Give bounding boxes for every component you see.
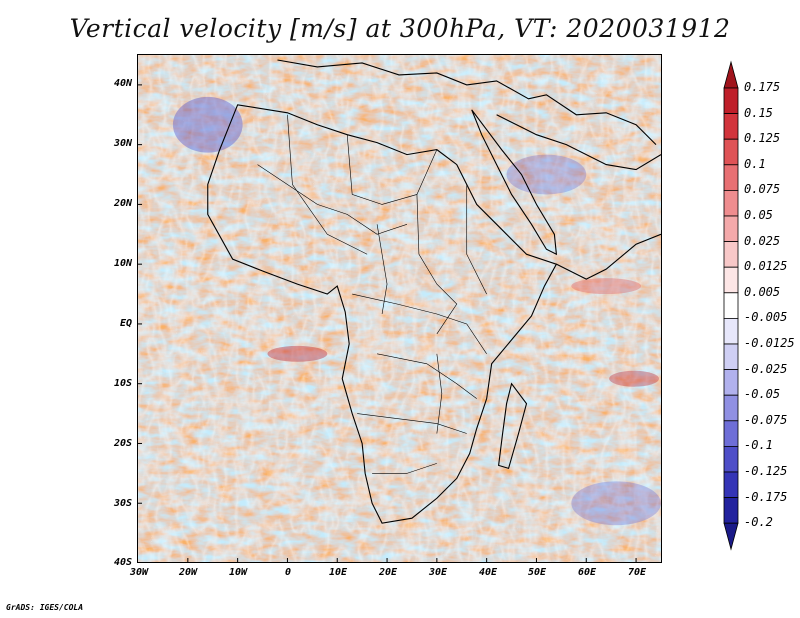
colorbar-cell (723, 215, 739, 243)
colorbar-label: 0.0125 (744, 259, 788, 274)
country-borders (257, 114, 487, 474)
colorbar-label: 0.025 (744, 233, 781, 248)
lon-label: 0 (284, 567, 292, 578)
colorbar-cell (723, 317, 739, 345)
colorbar-cell (723, 445, 739, 473)
colorbar-label: 0.075 (744, 182, 781, 197)
lat-label: 10N (113, 258, 132, 269)
lat-label: 30S (113, 498, 132, 509)
coastline-outline (207, 59, 661, 524)
map-title: Vertical velocity [m/s] at 300hPa, VT: 2… (69, 14, 731, 43)
lat-label: 40N (113, 78, 132, 89)
colorbar-label: -0.025 (744, 361, 788, 376)
colorbar-cell (723, 497, 739, 524)
lat-label: EQ (119, 318, 132, 329)
colorbar-cell (723, 113, 739, 140)
colorbar-label: 0.05 (744, 208, 773, 222)
colorbar-label: 0.125 (744, 131, 781, 146)
colorbar-label: -0.005 (744, 310, 788, 325)
vertical-velocity-field (138, 55, 661, 562)
lon-label: 10W (228, 567, 248, 578)
colorbar-cell (723, 164, 739, 191)
colorbar-label: 0.15 (744, 105, 773, 120)
colorbar-label: -0.175 (744, 489, 788, 504)
grads-credit: GrADS: IGES/COLA (6, 603, 84, 612)
colorbar-label: 0.005 (744, 284, 781, 299)
lat-label: 10S (113, 378, 132, 389)
lat-label: 20N (113, 198, 132, 209)
lon-label: 20W (178, 567, 198, 578)
lon-label: 60E (577, 567, 597, 578)
map-panel[interactable] (137, 54, 662, 563)
lat-label: 20S (113, 438, 132, 449)
colorbar-label: -0.125 (744, 464, 788, 478)
lon-label: 10E (328, 567, 348, 578)
colorbar-cell (723, 394, 739, 422)
colorbar-label: 0.1 (744, 156, 766, 171)
colorbar-label: -0.1 (744, 438, 773, 453)
colorbar-cell (723, 266, 739, 294)
colorbar-cell (723, 138, 739, 166)
lon-label: 70E (627, 567, 647, 578)
colorbar-label: -0.2 (744, 515, 773, 530)
colorbar-label: 0.175 (744, 80, 781, 94)
lat-label: 40S (113, 557, 132, 568)
lat-label: 30N (113, 138, 132, 149)
colorbar-cell (723, 343, 739, 371)
colorbar-label: -0.0125 (744, 336, 795, 350)
colorbar-cell (723, 292, 739, 319)
colorbar-cell (723, 241, 739, 268)
lon-label: 40E (478, 567, 498, 578)
colorbar-cell (723, 471, 739, 499)
colorbar-label: -0.075 (744, 412, 788, 427)
colorbar-top-arrow (723, 60, 739, 89)
lon-label: 30W (129, 567, 149, 578)
colorbar-cell (723, 369, 739, 396)
colorbar-cell (723, 87, 739, 115)
lon-label: 30E (428, 567, 448, 578)
lon-label: 20E (378, 567, 398, 578)
colorbar-label: -0.05 (744, 387, 781, 402)
lon-label: 50E (527, 567, 547, 578)
colorbar-cell (723, 420, 739, 447)
colorbar-cell (723, 189, 739, 217)
colorbar-bottom-arrow (723, 522, 739, 551)
colorbar (723, 60, 739, 551)
